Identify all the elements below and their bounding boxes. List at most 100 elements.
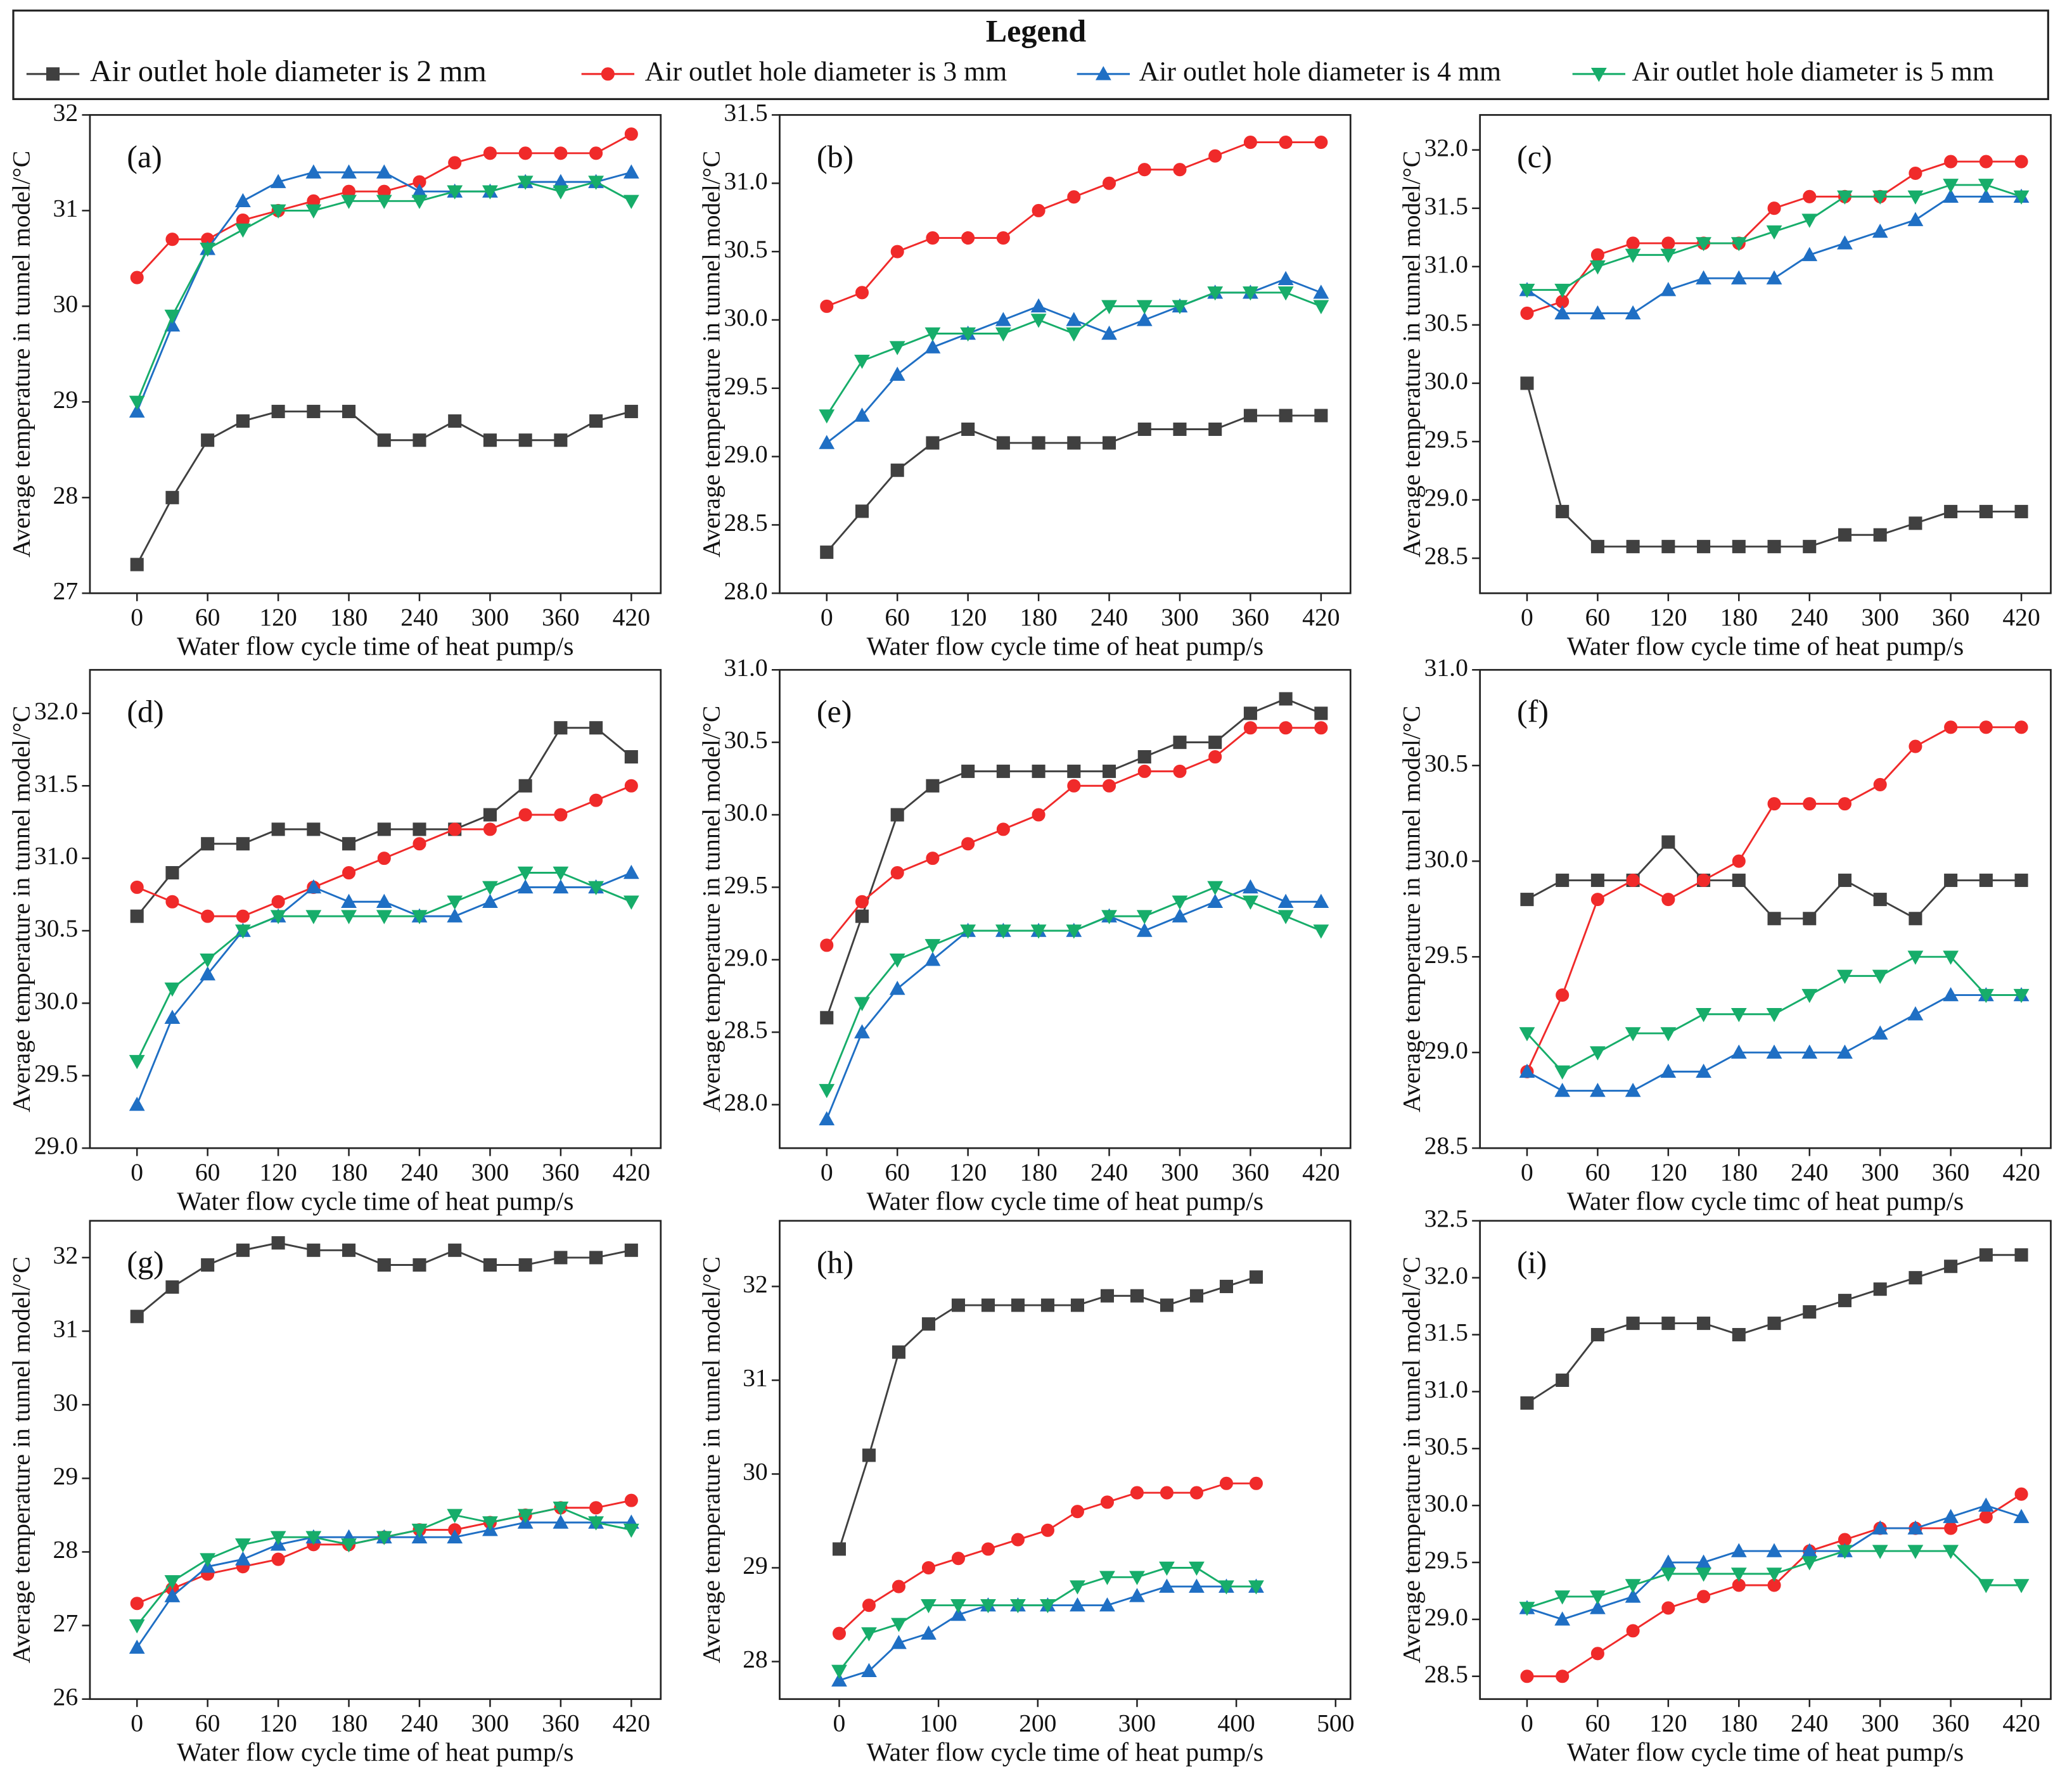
plot-frame [1479,1220,2052,1701]
data-point [376,1531,392,1545]
data-point [200,1553,216,1567]
x-tick-label: 0 [821,603,833,631]
data-point [165,865,179,880]
data-point [1801,1044,1818,1059]
data-point [1943,950,1959,965]
data-point [130,1310,144,1324]
data-point [1696,270,1711,284]
data-point [305,1531,322,1545]
data-point [553,866,569,881]
panel-label: (b) [817,139,854,174]
data-point [1730,1044,1747,1059]
data-point [554,146,568,160]
data-point [1625,1082,1641,1097]
data-point [1660,248,1677,263]
x-tick-label: 180 [1720,603,1758,631]
y-tick-label: 30 [53,1388,79,1416]
data-point [1070,1505,1084,1519]
panel-label: (e) [817,694,852,729]
data-point [1520,306,1534,320]
data-point [819,435,835,449]
legend-label: Air outlet hole diameter is 4 mm [1139,56,1501,87]
data-point [2014,1248,2028,1262]
data-point [961,837,975,851]
data-point [589,793,603,807]
data-point [995,327,1011,342]
y-tick-label: 29 [53,1462,79,1490]
x-tick-label: 420 [613,1158,650,1186]
y-tick-label: 28 [53,1536,79,1564]
data-point [1944,504,1958,518]
x-tick-label: 240 [1791,1158,1828,1186]
x-tick-label: 420 [2002,603,2040,631]
data-point [1243,286,1258,301]
data-point [854,997,870,1011]
data-point [819,1083,835,1099]
x-tick-label: 60 [885,1158,910,1186]
y-tick-label: 29.5 [1424,425,1468,453]
data-point [1978,1579,1994,1593]
x-tick-label: 0 [833,1709,846,1737]
y-tick-label: 28 [743,1645,768,1673]
data-point [1838,797,1851,811]
data-point [1944,1521,1958,1535]
data-point [1102,764,1116,778]
data-point [1249,1270,1263,1284]
x-tick-label: 300 [1861,603,1898,631]
x-tick-label: 180 [330,1709,368,1737]
data-point [234,223,251,238]
legend-marker [1095,66,1111,80]
x-tick-label: 360 [1932,603,1969,631]
data-point [164,309,181,324]
data-point [236,837,250,851]
data-point [1520,893,1534,907]
data-point [1219,1476,1233,1490]
y-axis-label: Average temperature in tunnel model/°C [8,1256,35,1663]
data-point [624,750,638,764]
y-tick-label: 30.5 [34,914,78,942]
data-point [165,895,179,909]
data-point [129,395,145,410]
data-point [270,910,286,924]
y-tick-label: 30.0 [1424,367,1468,395]
data-point [831,1672,847,1687]
data-point [307,822,321,836]
x-tick-label: 180 [1020,603,1057,631]
data-point [1313,300,1329,314]
data-point [1872,1545,1888,1559]
data-point [342,865,356,880]
x-tick-label: 100 [919,1709,957,1737]
data-point [1189,1486,1203,1500]
data-point [1766,1567,1782,1582]
y-tick-label: 31 [53,1315,79,1343]
data-point [1625,1027,1641,1042]
data-point [554,433,568,447]
data-point [861,1663,877,1678]
data-point [1732,873,1746,887]
data-point [2014,504,2028,518]
data-point [924,339,941,354]
data-point [926,231,940,245]
data-point [553,879,569,894]
y-tick-label: 29.0 [34,1132,78,1159]
data-point [341,195,357,209]
data-point [588,1516,604,1531]
x-tick-label: 360 [1932,1158,1969,1186]
data-point [1626,236,1640,250]
x-tick-label: 0 [1521,1709,1533,1737]
data-point [1159,1578,1175,1593]
data-point [588,881,604,895]
data-point [1590,1590,1606,1605]
data-point [1803,797,1817,811]
data-point [553,1514,569,1529]
data-point [890,808,904,822]
data-point [483,433,497,447]
y-tick-label: 31 [743,1364,768,1392]
plot-frame [1479,668,2052,1149]
data-point [1218,1580,1234,1595]
data-point [1100,1495,1114,1509]
data-point [1189,1578,1205,1593]
data-point [1189,1289,1203,1303]
x-tick-label: 120 [949,603,987,631]
data-point [1159,1561,1175,1576]
